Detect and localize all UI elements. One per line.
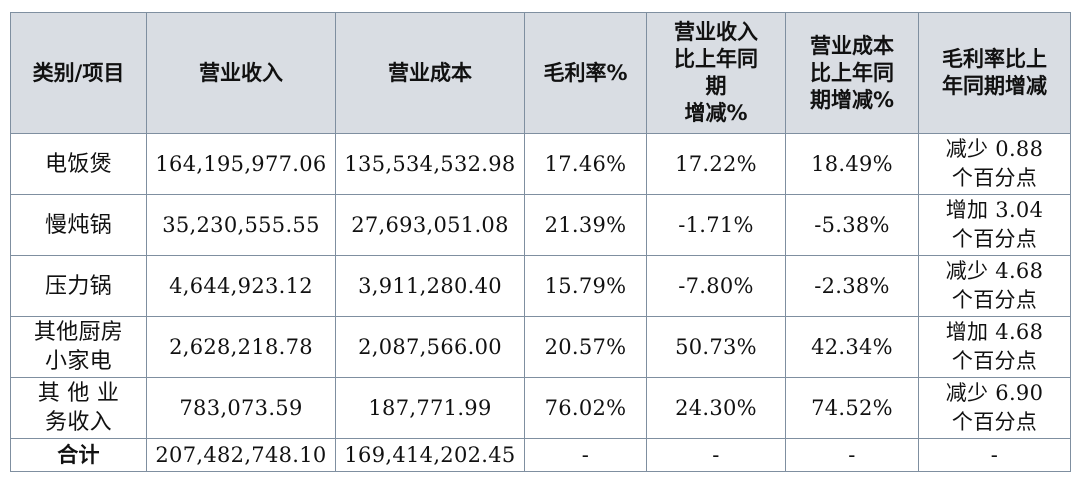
header-revenue: 营业收入	[146, 12, 336, 134]
cell-margin: 15.79%	[524, 255, 647, 317]
table-row: 压力锅 4,644,923.12 3,911,280.40 15.79% -7.…	[10, 255, 1071, 317]
cell-cost: 135,534,532.98	[335, 133, 525, 195]
cell-revenue-change: 17.22%	[646, 133, 786, 195]
cell-margin-change: 增加 4.68 个百分点	[918, 316, 1071, 378]
cell-revenue-change: 50.73%	[646, 316, 786, 378]
table-row: 其 他 业务收入 783,073.59 187,771.99 76.02% 24…	[10, 377, 1071, 439]
cell-cost-change: 18.49%	[785, 133, 919, 195]
cell-revenue-change: 24.30%	[646, 377, 786, 439]
cell-cost-change: -5.38%	[785, 194, 919, 256]
cell-total-revenue: 207,482,748.10	[146, 438, 336, 472]
cell-margin: 20.57%	[524, 316, 647, 378]
cell-total-cost-change: -	[785, 438, 919, 472]
cell-margin-change: 减少 6.90 个百分点	[918, 377, 1071, 439]
cell-cost-change: 74.52%	[785, 377, 919, 439]
table-row: 慢炖锅 35,230,555.55 27,693,051.08 21.39% -…	[10, 194, 1071, 256]
cell-margin-change: 减少 4.68 个百分点	[918, 255, 1071, 317]
table-row: 其他厨房 小家电 2,628,218.78 2,087,566.00 20.57%…	[10, 316, 1071, 378]
revenue-table-container: 类别/项目 营业收入 营业成本 毛利率% 营业收入 比上年同期增减% 营业成本 比上…	[10, 12, 1071, 472]
header-margin-change: 毛利率比上 年同期增减	[918, 12, 1071, 134]
cell-cost: 27,693,051.08	[335, 194, 525, 256]
cell-revenue: 783,073.59	[146, 377, 336, 439]
cell-margin: 21.39%	[524, 194, 647, 256]
cell-total-cost: 169,414,202.45	[335, 438, 525, 472]
cell-revenue: 164,195,977.06	[146, 133, 336, 195]
table-total-row: 合计 207,482,748.10 169,414,202.45 - - - -	[10, 438, 1071, 472]
header-revenue-change: 营业收入 比上年同期增减%	[646, 12, 786, 134]
header-cost-change: 营业成本 比上年同 期增减%	[785, 12, 919, 134]
cell-total-margin: -	[524, 438, 647, 472]
cell-cost: 187,771.99	[335, 377, 525, 439]
cell-margin-change: 增加 3.04 个百分点	[918, 194, 1071, 256]
header-cost: 营业成本	[335, 12, 525, 134]
cell-margin-change: 减少 0.88 个百分点	[918, 133, 1071, 195]
cell-cost-change: 42.34%	[785, 316, 919, 378]
cell-total-margin-change: -	[918, 438, 1071, 472]
cell-margin: 76.02%	[524, 377, 647, 439]
cell-category: 慢炖锅	[10, 194, 147, 256]
cell-revenue: 4,644,923.12	[146, 255, 336, 317]
cell-category: 电饭煲	[10, 133, 147, 195]
header-gross-margin: 毛利率%	[524, 12, 647, 134]
cell-cost-change: -2.38%	[785, 255, 919, 317]
table-header-row: 类别/项目 营业收入 营业成本 毛利率% 营业收入 比上年同期增减% 营业成本 比上…	[10, 12, 1071, 134]
cell-margin: 17.46%	[524, 133, 647, 195]
cell-cost: 3,911,280.40	[335, 255, 525, 317]
cell-category: 其 他 业务收入	[10, 377, 147, 439]
cell-total-label: 合计	[10, 438, 147, 472]
header-category: 类别/项目	[10, 12, 147, 134]
cell-revenue: 2,628,218.78	[146, 316, 336, 378]
cell-revenue-change: -1.71%	[646, 194, 786, 256]
cell-revenue-change: -7.80%	[646, 255, 786, 317]
revenue-by-category-table: 类别/项目 营业收入 营业成本 毛利率% 营业收入 比上年同期增减% 营业成本 比上…	[10, 12, 1071, 472]
cell-category: 压力锅	[10, 255, 147, 317]
cell-cost: 2,087,566.00	[335, 316, 525, 378]
cell-total-revenue-change: -	[646, 438, 786, 472]
cell-revenue: 35,230,555.55	[146, 194, 336, 256]
cell-category: 其他厨房 小家电	[10, 316, 147, 378]
table-row: 电饭煲 164,195,977.06 135,534,532.98 17.46%…	[10, 133, 1071, 195]
